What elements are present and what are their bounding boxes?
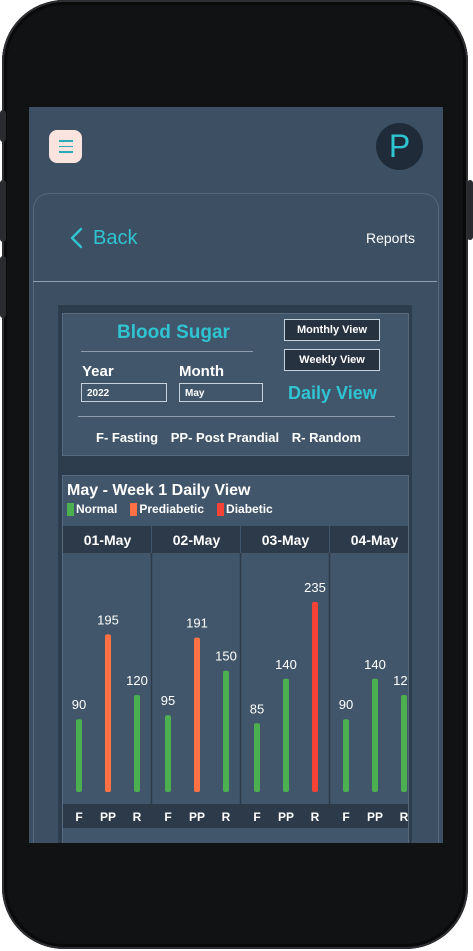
- legend-normal-swatch: [67, 502, 74, 516]
- abbr-post-prandial: PP- Post Prandial: [170, 430, 280, 445]
- bar-value-label: 235: [304, 580, 326, 595]
- bar-code-label: F: [75, 810, 82, 824]
- bar-code-label: F: [253, 810, 260, 824]
- filter-panel: Blood Sugar Year 2022 Month May Monthly …: [62, 313, 409, 456]
- bar-value-label: 195: [97, 612, 119, 627]
- menu-button[interactable]: [49, 130, 82, 163]
- month-label: Month: [179, 363, 224, 380]
- code-footer-bg: [241, 804, 329, 828]
- legend-prediabetic-label: Prediabetic: [139, 502, 205, 516]
- bar-value-label: 191: [186, 616, 208, 631]
- day-label: 04-May: [351, 532, 399, 548]
- bar-r: [223, 670, 229, 792]
- abbr-fasting: F- Fasting: [96, 430, 159, 445]
- bar-value-label: 95: [161, 693, 175, 708]
- bar-value-label: 90: [339, 697, 353, 712]
- bar-pp: [194, 637, 200, 792]
- filter-divider: [78, 416, 395, 417]
- abbr-random: R- Random: [291, 430, 362, 445]
- chart-title: May - Week 1 Daily View: [67, 482, 251, 499]
- bar-f: [165, 715, 171, 792]
- bar-code-label: PP: [100, 810, 116, 824]
- day-label: 01-May: [84, 532, 132, 548]
- day-header-bg: [330, 526, 408, 553]
- hamburger-icon: [58, 138, 73, 155]
- bar-code-label: R: [311, 810, 320, 824]
- legend-diabetic: Diabetic: [217, 502, 273, 516]
- code-footer-bg: [63, 804, 151, 828]
- chart-panel: May - Week 1 Daily View Normal Prediabet…: [62, 475, 409, 843]
- bar-value-label: 150: [215, 649, 237, 664]
- bar-code-label: PP: [189, 810, 205, 824]
- legend-diabetic-label: Diabetic: [226, 502, 273, 516]
- chart-legend: Normal Prediabetic Diabetic: [67, 502, 286, 516]
- bar-code-label: R: [222, 810, 231, 824]
- bar-value-label: 90: [72, 697, 86, 712]
- legend-normal-label: Normal: [76, 502, 118, 516]
- back-label: Back: [93, 226, 138, 249]
- bar-f: [343, 719, 349, 792]
- phone-mute-button: [0, 110, 6, 142]
- phone-volume-up-button: [0, 180, 6, 242]
- reports-link[interactable]: Reports: [366, 230, 416, 246]
- bar-code-label: F: [342, 810, 349, 824]
- bar-value-label: 85: [250, 701, 264, 716]
- phone-power-button: [467, 180, 473, 240]
- bar-code-label: PP: [278, 810, 294, 824]
- day-label: 03-May: [262, 532, 310, 548]
- daily-view-button[interactable]: Daily View: [288, 383, 377, 403]
- bar-f: [254, 723, 260, 792]
- bar-pp: [283, 678, 289, 792]
- legend-prediabetic: Prediabetic: [130, 502, 204, 516]
- bar-r: [312, 602, 318, 792]
- bar-f: [76, 719, 82, 792]
- bar-code-label: R: [400, 810, 408, 824]
- back-button[interactable]: Back: [69, 225, 137, 251]
- monthly-view-button[interactable]: Monthly View: [284, 319, 380, 341]
- abbreviation-legend: F- Fasting PP- Post Prandial R- Random: [96, 430, 370, 445]
- code-footer-bg: [152, 804, 240, 828]
- bar-r: [401, 694, 407, 792]
- month-field[interactable]: May: [179, 383, 263, 402]
- day-header-bg: [63, 526, 151, 553]
- bar-r: [134, 694, 140, 792]
- app-screen: P Back Reports Blood Sugar Year 2022 Mon…: [29, 107, 443, 843]
- year-label: Year: [82, 363, 114, 380]
- legend-normal: Normal: [67, 502, 117, 516]
- bar-code-label: PP: [367, 810, 383, 824]
- day-label: 02-May: [173, 532, 221, 548]
- weekly-view-button[interactable]: Weekly View: [284, 349, 380, 371]
- legend-prediabetic-swatch: [130, 502, 138, 516]
- bar-value-label: 140: [275, 657, 297, 672]
- avatar[interactable]: P: [376, 123, 423, 170]
- bar-value-label: 120: [393, 673, 408, 688]
- bar-value-label: 120: [126, 673, 148, 688]
- title-divider: [81, 351, 253, 352]
- report-content: Blood Sugar Year 2022 Month May Monthly …: [58, 305, 412, 843]
- bar-code-label: R: [133, 810, 142, 824]
- year-field[interactable]: 2022: [81, 383, 167, 402]
- day-header-bg: [241, 526, 329, 553]
- page-title: Blood Sugar: [117, 322, 230, 343]
- bar-code-label: F: [164, 810, 171, 824]
- chevron-left-icon: [70, 227, 83, 249]
- phone-volume-down-button: [0, 256, 6, 318]
- header-divider: [33, 281, 437, 282]
- code-footer-bg: [330, 804, 408, 828]
- bar-pp: [372, 678, 378, 792]
- bar-value-label: 140: [364, 657, 386, 672]
- daily-bar-chart: 01-May 90 F 195 PP 120 R 02-May 95 F 191 PP 150 R 03-M…: [63, 526, 408, 828]
- legend-diabetic-swatch: [217, 502, 225, 516]
- day-header-bg: [152, 526, 240, 553]
- bar-pp: [105, 634, 111, 792]
